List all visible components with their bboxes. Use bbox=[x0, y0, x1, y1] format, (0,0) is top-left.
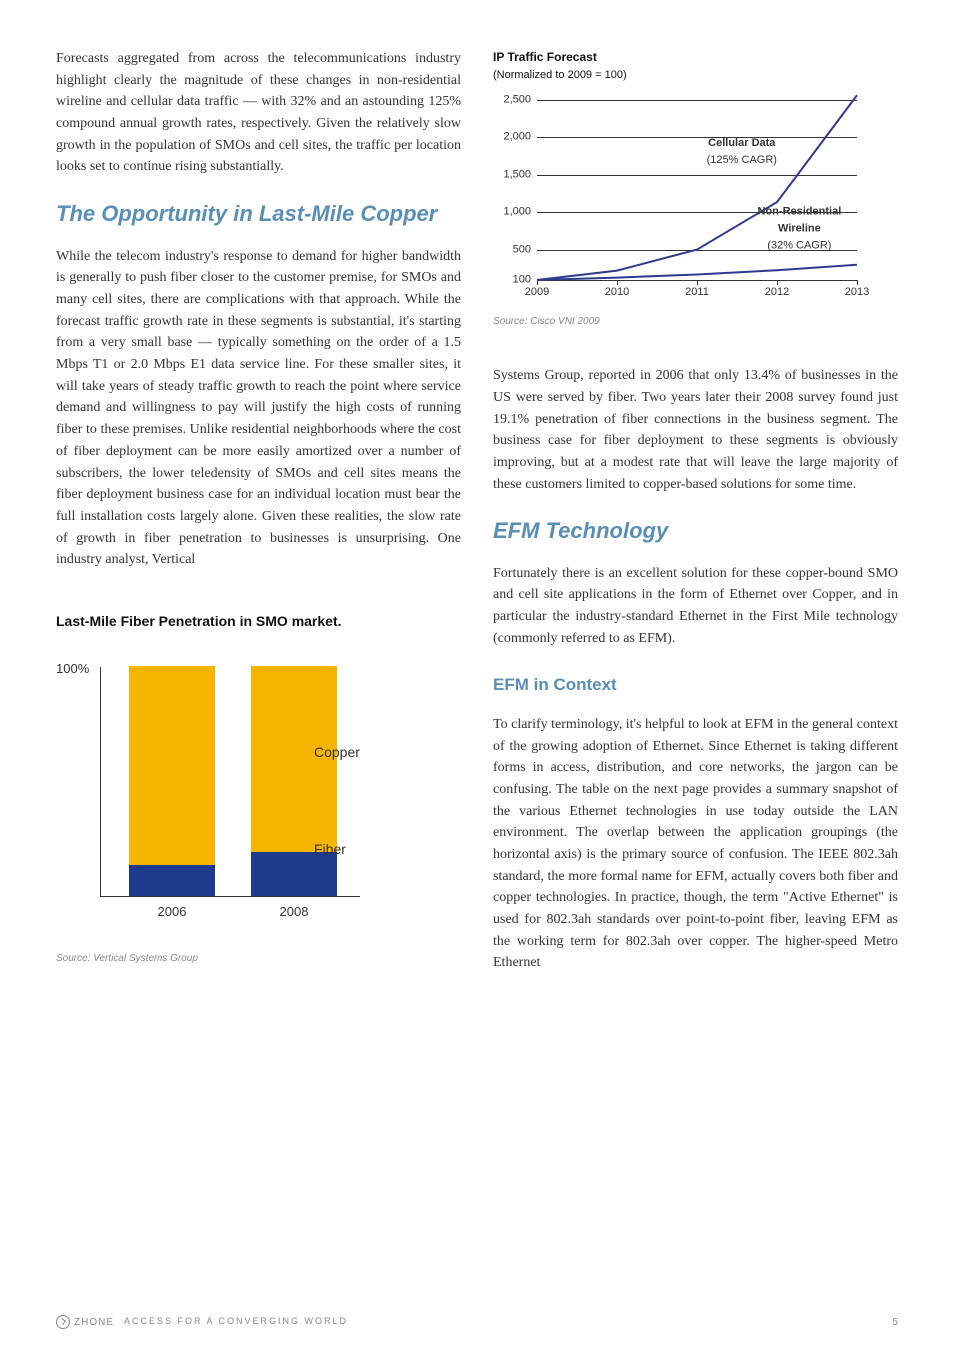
opportunity-paragraph: While the telecom industry's response to… bbox=[56, 246, 461, 571]
brand-name: ZHONE bbox=[74, 1315, 114, 1331]
page-number: 5 bbox=[892, 1315, 898, 1331]
heading-efm-context: EFM in Context bbox=[493, 672, 898, 698]
line-y-tick: 2,500 bbox=[503, 91, 537, 108]
heading-opportunity: The Opportunity in Last-Mile Copper bbox=[56, 200, 461, 228]
bar-chart-source: Source: Vertical Systems Group bbox=[56, 951, 461, 967]
intro-paragraph: Forecasts aggregated from across the tel… bbox=[56, 48, 461, 178]
efm-tech-paragraph: Fortunately there is an excellent soluti… bbox=[493, 563, 898, 650]
line-chart-source: Source: Cisco VNI 2009 bbox=[493, 314, 898, 330]
brand-logo: ZHONE bbox=[56, 1315, 114, 1331]
bar-segment-copper bbox=[129, 666, 215, 865]
line-y-tick: 1,000 bbox=[503, 204, 537, 221]
bar-x-label: 2006 bbox=[158, 896, 187, 922]
line-chart-annotation: Non-ResidentialWireline(32% CAGR) bbox=[758, 203, 842, 254]
efm-context-paragraph: To clarify terminology, it's helpful to … bbox=[493, 714, 898, 974]
line-chart-annotation: Cellular Data(125% CAGR) bbox=[707, 135, 777, 169]
line-chart: 1005001,0001,5002,0002,50020092010201120… bbox=[493, 90, 863, 310]
line-y-tick: 500 bbox=[513, 241, 537, 258]
bar-x-label: 2008 bbox=[280, 896, 309, 922]
bar-chart-title: Last-Mile Fiber Penetration in SMO marke… bbox=[56, 611, 461, 633]
bar-annot-fiber: Fiber bbox=[314, 839, 346, 861]
line-chart-subtitle: (Normalized to 2009 = 100) bbox=[493, 67, 898, 84]
bar-annot-copper: Copper bbox=[314, 742, 360, 764]
line-chart-title: IP Traffic Forecast bbox=[493, 48, 898, 67]
bar-chart: 100% 2006 2008 Copper Fiber bbox=[56, 647, 396, 947]
line-y-tick: 1,500 bbox=[503, 166, 537, 183]
heading-efm-technology: EFM Technology bbox=[493, 517, 898, 545]
bar-group bbox=[129, 666, 215, 896]
bar-segment-fiber bbox=[129, 865, 215, 896]
footer-tagline: ACCESS FOR A CONVERGING WORLD bbox=[124, 1315, 348, 1329]
line-chart-block: IP Traffic Forecast (Normalized to 2009 … bbox=[493, 48, 898, 329]
brand-logo-icon bbox=[56, 1315, 70, 1329]
systems-group-paragraph: Systems Group, reported in 2006 that onl… bbox=[493, 365, 898, 495]
bar-y-label: 100% bbox=[56, 659, 89, 679]
bar-group bbox=[251, 666, 337, 896]
page-footer: ZHONE ACCESS FOR A CONVERGING WORLD 5 bbox=[56, 1315, 898, 1331]
line-y-tick: 2,000 bbox=[503, 129, 537, 146]
